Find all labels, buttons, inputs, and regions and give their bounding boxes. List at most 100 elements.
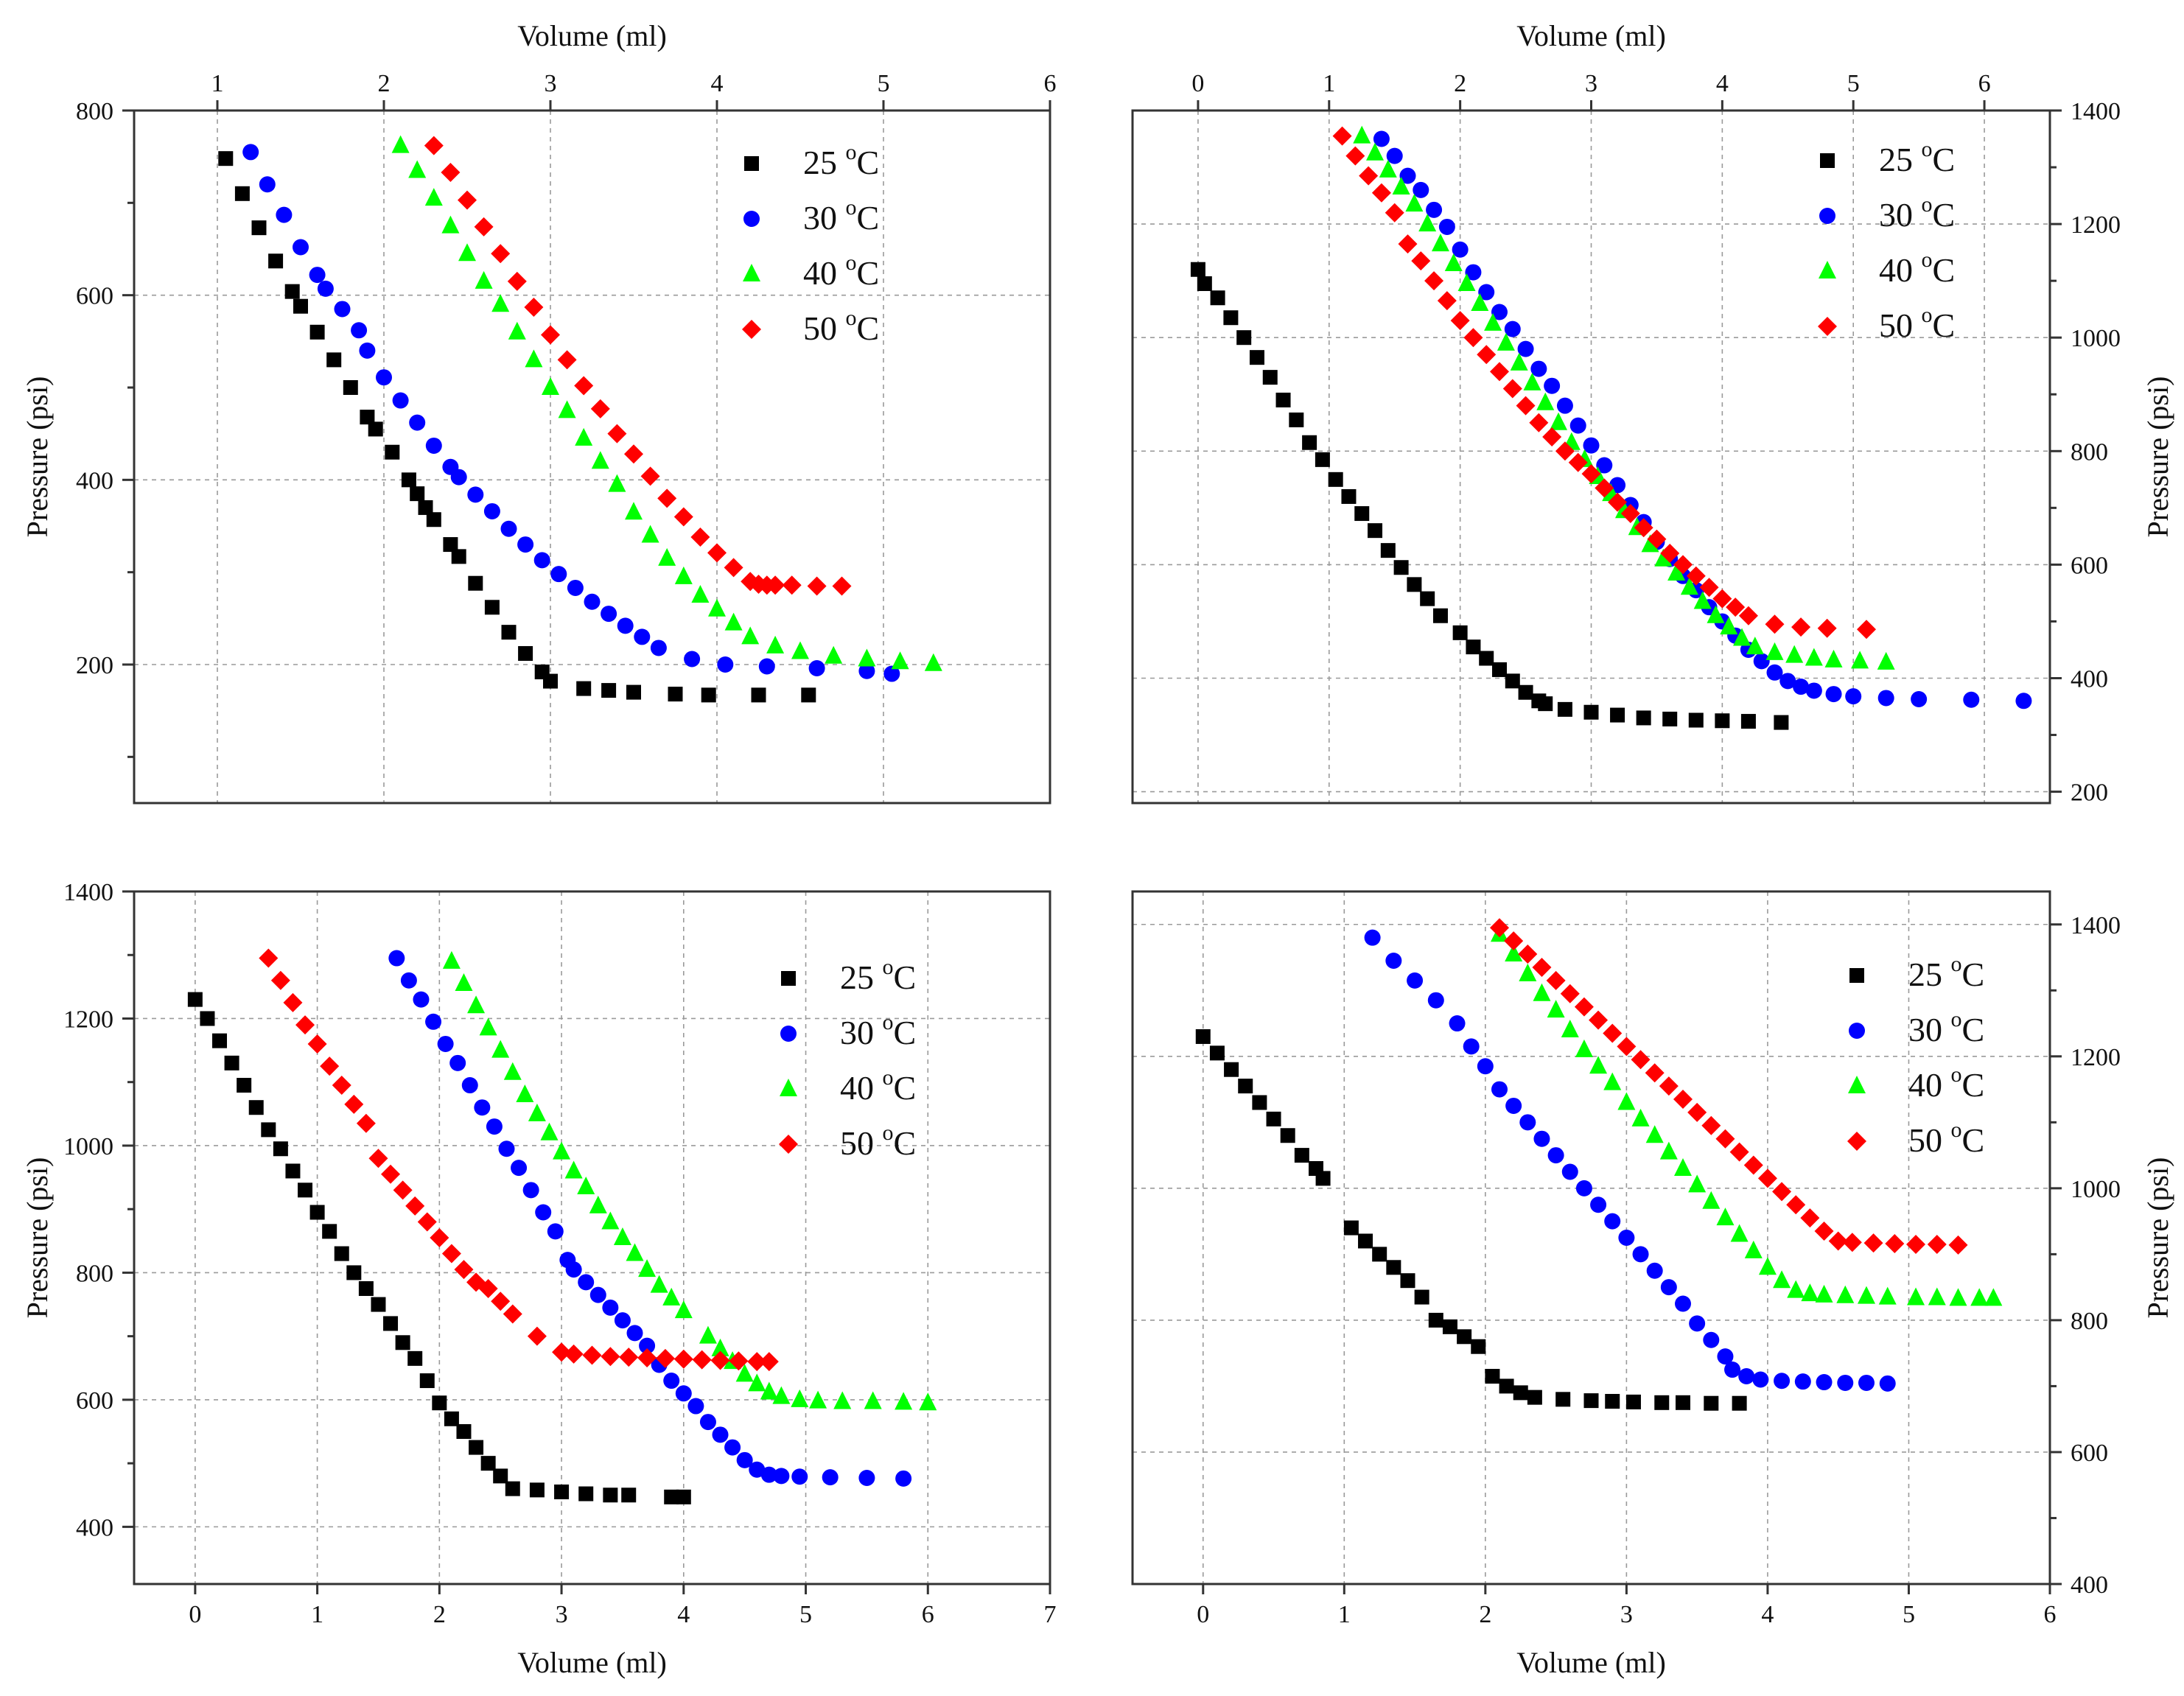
y-axis-title: Pressure (psi) bbox=[21, 376, 54, 538]
y-tick-label: 600 bbox=[76, 1387, 113, 1415]
data-point bbox=[1589, 1056, 1608, 1074]
data-point bbox=[405, 1196, 425, 1216]
data-point bbox=[674, 566, 693, 584]
series-triangle bbox=[1491, 924, 2003, 1306]
data-point bbox=[293, 298, 308, 314]
data-point bbox=[1366, 142, 1385, 161]
data-point bbox=[1828, 1231, 1848, 1251]
data-point bbox=[759, 1352, 779, 1372]
data-point bbox=[270, 970, 290, 990]
data-point bbox=[467, 995, 486, 1014]
data-point bbox=[541, 325, 560, 345]
legend-label-degree: o bbox=[1922, 248, 1933, 272]
legend-label-value: 40 bbox=[1908, 1066, 1951, 1104]
data-point bbox=[710, 1350, 730, 1370]
data-point bbox=[668, 687, 683, 702]
data-point bbox=[1774, 1373, 1791, 1390]
data-point bbox=[317, 280, 334, 297]
data-point bbox=[1699, 578, 1719, 598]
data-point bbox=[747, 1352, 767, 1372]
data-point bbox=[388, 950, 405, 967]
data-point bbox=[712, 1426, 729, 1443]
data-point bbox=[437, 1035, 454, 1052]
legend-label-unit: C bbox=[894, 1014, 917, 1051]
data-point bbox=[1620, 504, 1640, 524]
data-point bbox=[608, 474, 626, 492]
data-point bbox=[1195, 1029, 1211, 1044]
data-point bbox=[1765, 614, 1785, 634]
data-point bbox=[1364, 929, 1381, 946]
data-point bbox=[285, 1163, 301, 1179]
data-point bbox=[1315, 1171, 1331, 1186]
data-point bbox=[1538, 696, 1553, 712]
data-point bbox=[1386, 147, 1403, 164]
data-point bbox=[360, 410, 375, 425]
y-tick-label: 400 bbox=[76, 1514, 113, 1541]
data-point bbox=[1589, 1010, 1609, 1030]
data-point bbox=[1575, 1039, 1593, 1057]
data-point bbox=[1863, 1233, 1883, 1253]
data-point bbox=[691, 585, 710, 603]
x-tick-label: 5 bbox=[878, 70, 890, 97]
y-tick-label: 800 bbox=[2071, 1308, 2108, 1335]
data-point bbox=[1604, 1213, 1621, 1230]
series-circle bbox=[242, 144, 900, 682]
data-point bbox=[825, 645, 843, 664]
data-point bbox=[458, 190, 477, 210]
data-point bbox=[639, 1337, 656, 1354]
data-point bbox=[1457, 273, 1476, 291]
data-point bbox=[650, 1275, 668, 1293]
data-point bbox=[663, 1373, 680, 1390]
data-point bbox=[619, 1348, 639, 1367]
data-point bbox=[791, 1468, 808, 1485]
data-point bbox=[1674, 1158, 1692, 1176]
y-axis-title: Pressure (psi) bbox=[21, 1157, 54, 1319]
data-point bbox=[1504, 320, 1521, 337]
data-point bbox=[552, 1342, 572, 1362]
data-point bbox=[1801, 1283, 1819, 1302]
data-point bbox=[474, 217, 494, 236]
data-point bbox=[522, 1182, 539, 1199]
data-point bbox=[1491, 1081, 1508, 1098]
data-point bbox=[1583, 704, 1599, 720]
data-point bbox=[1386, 1260, 1401, 1275]
x-tick-label: 5 bbox=[1847, 70, 1860, 97]
plot-frame bbox=[133, 109, 1051, 805]
data-point bbox=[701, 687, 716, 703]
data-point bbox=[1280, 1128, 1295, 1143]
data-point bbox=[1842, 1233, 1862, 1252]
data-point bbox=[284, 284, 300, 299]
data-point bbox=[1485, 1369, 1500, 1384]
y-tick-label: 1000 bbox=[2071, 325, 2121, 352]
data-point bbox=[1689, 1315, 1706, 1332]
data-point bbox=[430, 1228, 449, 1247]
data-point bbox=[1858, 1286, 1875, 1304]
data-point bbox=[1420, 591, 1435, 606]
legend-label-degree: o bbox=[1922, 303, 1933, 327]
data-point bbox=[371, 1297, 386, 1312]
data-point bbox=[491, 1292, 511, 1311]
data-point bbox=[242, 144, 259, 161]
y-tick-label: 1000 bbox=[63, 1133, 113, 1160]
data-point bbox=[833, 1391, 852, 1409]
y-tick-label: 400 bbox=[2071, 665, 2108, 693]
data-point bbox=[455, 973, 473, 992]
data-point bbox=[1452, 241, 1469, 258]
data-point bbox=[1385, 953, 1402, 969]
data-point bbox=[444, 1411, 459, 1426]
data-point bbox=[1527, 1390, 1542, 1405]
data-point bbox=[1294, 1148, 1309, 1163]
data-point bbox=[486, 1118, 503, 1135]
data-point bbox=[724, 1439, 741, 1456]
data-point bbox=[1815, 1284, 1833, 1303]
data-point bbox=[1550, 412, 1568, 430]
data-point bbox=[919, 1392, 937, 1411]
legend-label-unit: C bbox=[1962, 956, 1985, 993]
legend-marker bbox=[743, 211, 760, 227]
x-axis-title: Volume (ml) bbox=[1516, 19, 1666, 52]
legend-marker bbox=[781, 971, 796, 986]
data-point bbox=[1625, 1394, 1641, 1409]
data-point bbox=[518, 645, 533, 661]
legend-marker bbox=[744, 156, 759, 171]
